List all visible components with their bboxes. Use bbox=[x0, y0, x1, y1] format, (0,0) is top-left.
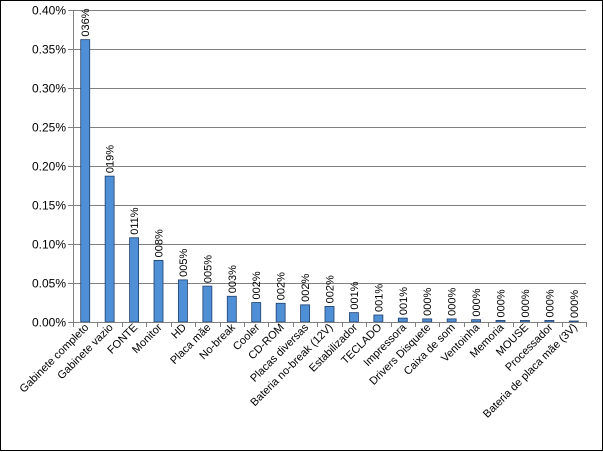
data-label: 002% bbox=[251, 271, 263, 299]
y-tick-label: 0.00% bbox=[32, 316, 66, 330]
bar bbox=[251, 302, 262, 323]
data-label: 011% bbox=[129, 207, 141, 235]
data-label: 002% bbox=[325, 275, 337, 303]
y-tick-label: 0.20% bbox=[32, 160, 66, 174]
data-label: 036% bbox=[80, 8, 92, 36]
data-labels: 036% 019% 011% 008% 005% 005% 003% 002% 002% 002%… bbox=[80, 8, 581, 318]
bar bbox=[373, 314, 384, 323]
y-tick-label: 0.15% bbox=[32, 199, 66, 213]
bar bbox=[275, 302, 286, 323]
data-label: 001% bbox=[398, 287, 410, 315]
data-label: 008% bbox=[154, 229, 166, 257]
y-tick-label: 0.25% bbox=[32, 121, 66, 135]
data-label: 019% bbox=[105, 145, 117, 173]
data-label: 002% bbox=[300, 273, 312, 301]
gridlines bbox=[73, 10, 586, 284]
bar bbox=[226, 295, 237, 323]
bar bbox=[349, 312, 359, 323]
data-label: 003% bbox=[227, 265, 239, 293]
data-label: 000% bbox=[496, 289, 508, 317]
bar bbox=[178, 279, 188, 323]
bar bbox=[202, 285, 213, 323]
data-label: 001% bbox=[349, 281, 361, 309]
y-tick-label: 0.10% bbox=[32, 238, 66, 252]
data-label: 000% bbox=[471, 288, 483, 316]
bar bbox=[80, 39, 91, 323]
bar bbox=[300, 304, 310, 323]
y-tick-labels: 0.00% 0.05% 0.10% 0.15% 0.20% 0.25% 0.30% 0.35%… bbox=[32, 4, 73, 330]
data-label: 000% bbox=[569, 290, 581, 318]
bar bbox=[153, 259, 164, 323]
y-tick-label: 0.05% bbox=[32, 277, 66, 291]
data-label: 001% bbox=[373, 284, 385, 312]
data-label: 005% bbox=[178, 249, 190, 277]
y-tick-label: 0.30% bbox=[32, 82, 66, 96]
y-tick-label: 0.40% bbox=[32, 4, 66, 18]
bar bbox=[324, 305, 335, 323]
bar bbox=[104, 175, 115, 323]
bar bbox=[129, 237, 139, 323]
data-label: 005% bbox=[202, 255, 214, 283]
category-label: HD bbox=[169, 322, 189, 342]
data-label: 000% bbox=[520, 289, 532, 317]
data-label: 000% bbox=[422, 288, 434, 316]
axes bbox=[73, 10, 587, 327]
y-tick-label: 0.35% bbox=[32, 43, 66, 57]
data-label: 002% bbox=[276, 272, 288, 300]
data-label: 000% bbox=[544, 289, 556, 317]
data-label: 000% bbox=[447, 288, 459, 316]
